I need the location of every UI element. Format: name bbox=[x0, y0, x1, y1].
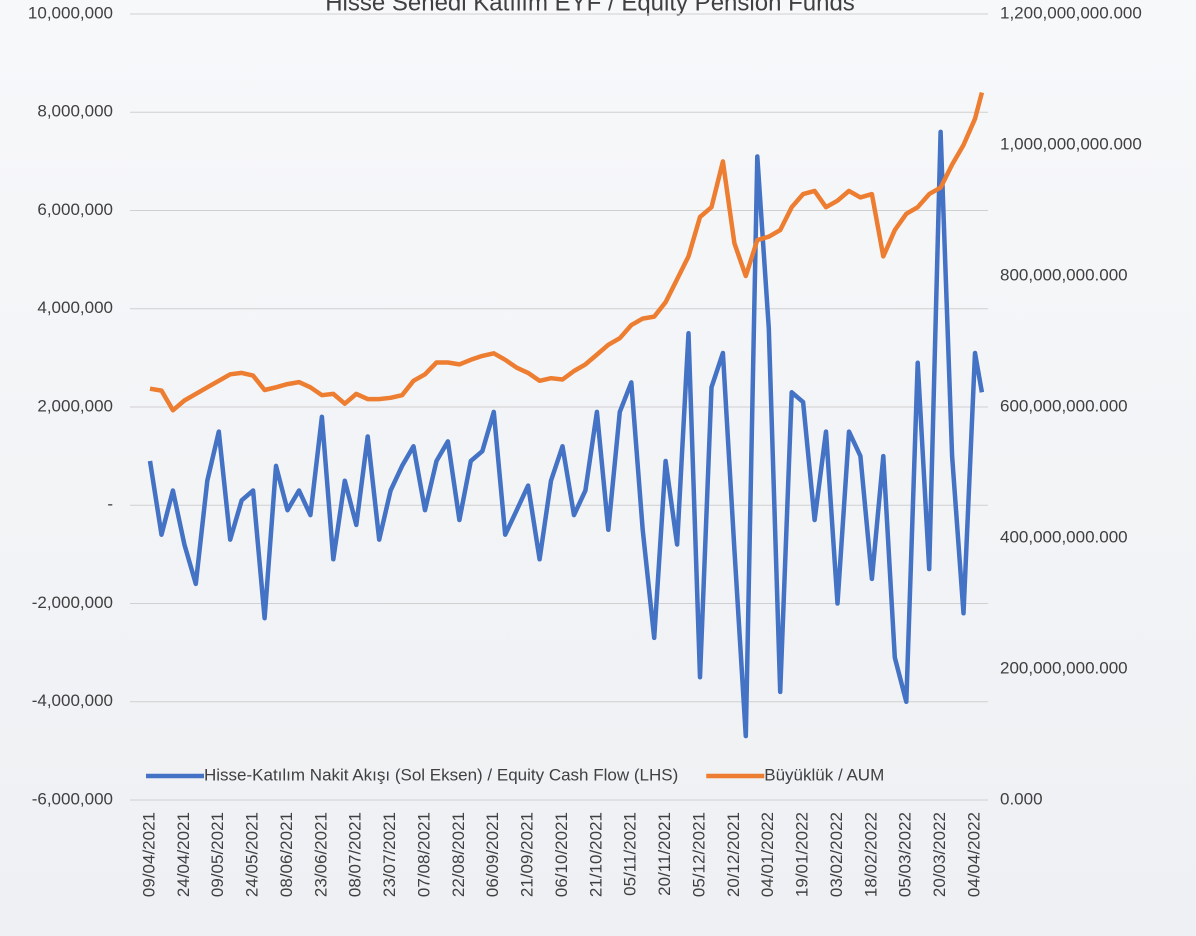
x-tick-label: 19/01/2022 bbox=[793, 812, 812, 897]
y2-tick-label: 400,000,000.000 bbox=[1000, 527, 1128, 546]
y-tick-label: 10,000,000 bbox=[28, 3, 113, 22]
y2-tick-label: 600,000,000.000 bbox=[1000, 396, 1128, 415]
y-tick-label: -2,000,000 bbox=[32, 593, 113, 612]
y-tick-label: -6,000,000 bbox=[32, 789, 113, 808]
x-tick-label: 05/11/2021 bbox=[621, 812, 640, 896]
x-tick-label: 09/05/2021 bbox=[208, 812, 227, 897]
x-tick-label: 21/09/2021 bbox=[518, 812, 537, 897]
legend-label: Büyüklük / AUM bbox=[764, 765, 884, 784]
x-tick-label: 24/04/2021 bbox=[174, 812, 193, 897]
x-tick-label: 20/03/2022 bbox=[930, 812, 949, 897]
x-tick-label: 06/10/2021 bbox=[552, 812, 571, 897]
y-tick-label: 6,000,000 bbox=[37, 200, 113, 219]
x-tick-label: 06/09/2021 bbox=[483, 812, 502, 897]
x-tick-label: 21/10/2021 bbox=[586, 812, 605, 897]
x-tick-label: 03/02/2022 bbox=[827, 812, 846, 897]
x-tick-label: 24/05/2021 bbox=[243, 812, 262, 897]
y2-tick-label: 1,000,000,000.000 bbox=[1000, 134, 1142, 153]
x-tick-label: 07/08/2021 bbox=[414, 812, 433, 897]
chart-title: Hisse Senedi Katılım EYF / Equity Pensio… bbox=[325, 0, 855, 16]
y2-tick-label: 200,000,000.000 bbox=[1000, 658, 1128, 677]
x-tick-label: 18/02/2022 bbox=[861, 812, 880, 897]
x-tick-label: 22/08/2021 bbox=[449, 812, 468, 897]
x-tick-label: 05/12/2021 bbox=[689, 812, 708, 897]
x-tick-label: 04/04/2022 bbox=[964, 812, 983, 897]
x-tick-label: 23/07/2021 bbox=[380, 812, 399, 897]
y-tick-label: 8,000,000 bbox=[37, 102, 113, 121]
x-tick-label: 20/12/2021 bbox=[724, 812, 743, 897]
y-tick-label: - bbox=[107, 495, 113, 514]
x-tick-label: 04/01/2022 bbox=[758, 812, 777, 897]
y-tick-label: 2,000,000 bbox=[37, 396, 113, 415]
x-tick-label: 08/07/2021 bbox=[346, 812, 365, 897]
y2-tick-label: 0.000 bbox=[1000, 789, 1043, 808]
x-tick-label: 09/04/2021 bbox=[139, 812, 158, 897]
series-line bbox=[147, 129, 985, 739]
y-tick-label: 4,000,000 bbox=[37, 298, 113, 317]
x-tick-label: 20/11/2021 bbox=[655, 812, 674, 896]
y-tick-label: -4,000,000 bbox=[32, 691, 113, 710]
x-tick-label: 08/06/2021 bbox=[277, 812, 296, 897]
x-tick-label: 05/03/2022 bbox=[896, 812, 915, 897]
y2-tick-label: 1,200,000,000.000 bbox=[1000, 3, 1142, 22]
x-tick-label: 23/06/2021 bbox=[311, 812, 330, 897]
y2-tick-label: 800,000,000.000 bbox=[1000, 265, 1128, 284]
legend-label: Hisse-Katılım Nakit Akışı (Sol Eksen) / … bbox=[204, 765, 678, 784]
series-line bbox=[149, 92, 985, 413]
